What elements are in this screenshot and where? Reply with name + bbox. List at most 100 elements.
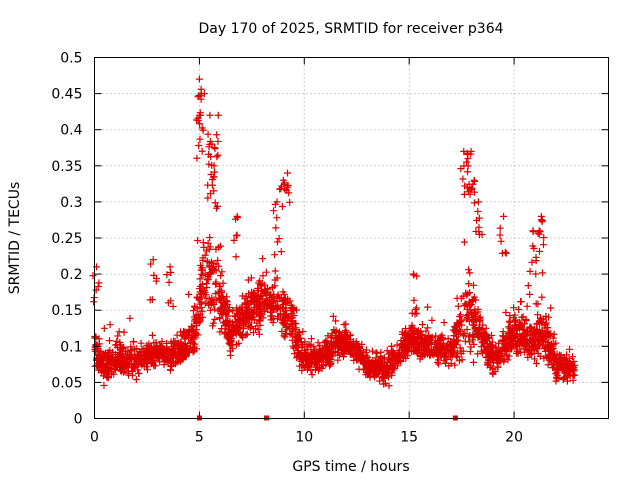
data-point	[262, 268, 270, 276]
data-point	[333, 349, 341, 357]
data-point	[526, 342, 534, 350]
data-point	[299, 328, 307, 336]
data-point	[408, 309, 416, 317]
data-point	[196, 300, 204, 308]
data-point	[164, 299, 172, 307]
data-point	[164, 348, 172, 356]
data-point	[214, 307, 222, 315]
data-point	[216, 328, 224, 336]
data-point	[89, 272, 97, 280]
data-point	[193, 154, 201, 162]
data-point	[390, 364, 398, 372]
data-point	[424, 324, 432, 332]
y-tick-label: 0	[74, 412, 83, 428]
data-point	[219, 279, 227, 287]
data-point	[100, 324, 108, 332]
data-point	[233, 231, 241, 239]
data-point	[545, 352, 553, 360]
data-point	[143, 363, 151, 371]
data-point	[485, 349, 493, 357]
data-point	[356, 343, 364, 351]
data-point	[203, 257, 211, 265]
data-point	[227, 336, 235, 344]
data-point	[496, 346, 504, 354]
data-point	[255, 330, 263, 338]
data-point	[380, 354, 388, 362]
data-point	[210, 173, 218, 181]
data-point	[149, 256, 157, 264]
data-point	[539, 315, 547, 323]
data-point	[344, 347, 352, 355]
data-point	[503, 351, 511, 359]
data-point	[150, 351, 158, 359]
data-point	[131, 350, 139, 358]
data-point	[545, 345, 553, 353]
data-point	[92, 341, 100, 349]
data-point	[553, 350, 561, 358]
data-point	[520, 341, 528, 349]
data-point	[544, 328, 552, 336]
data-point	[450, 332, 458, 340]
data-point	[496, 224, 504, 232]
data-point	[307, 335, 315, 343]
data-point	[125, 351, 133, 359]
data-point	[110, 370, 118, 378]
data-point	[329, 352, 337, 360]
data-point	[460, 147, 468, 155]
data-point	[517, 298, 525, 306]
data-point	[408, 325, 416, 333]
data-point	[169, 346, 177, 354]
data-point	[502, 249, 510, 257]
data-point	[239, 332, 247, 340]
data-point	[181, 329, 189, 337]
data-point	[470, 199, 478, 207]
y-tick-label: 0.25	[51, 231, 82, 247]
data-point	[410, 296, 418, 304]
data-point	[201, 288, 209, 296]
data-point	[286, 297, 294, 305]
data-point	[197, 90, 205, 98]
data-point	[140, 345, 148, 353]
data-point	[165, 278, 173, 286]
data-point	[312, 359, 320, 367]
data-point	[198, 124, 206, 132]
data-point	[215, 262, 223, 270]
data-point	[424, 332, 432, 340]
data-point	[537, 212, 545, 220]
data-point	[362, 349, 370, 357]
data-point	[285, 314, 293, 322]
data-point	[451, 347, 459, 355]
data-point	[314, 349, 322, 357]
data-point	[547, 341, 555, 349]
data-point	[310, 350, 318, 358]
data-point	[235, 339, 243, 347]
data-point	[427, 349, 435, 357]
data-point	[94, 350, 102, 358]
data-point	[203, 295, 211, 303]
data-point	[130, 338, 138, 346]
data-point	[423, 350, 431, 358]
data-point	[545, 313, 553, 321]
data-point	[202, 280, 210, 288]
data-point	[165, 350, 173, 358]
data-point	[225, 328, 233, 336]
data-point	[428, 333, 436, 341]
data-point	[471, 325, 479, 333]
data-point	[261, 290, 269, 298]
data-point	[492, 351, 500, 359]
data-point	[497, 237, 505, 245]
data-point	[152, 339, 160, 347]
data-point	[222, 330, 230, 338]
data-point	[216, 242, 224, 250]
data-point	[559, 376, 567, 384]
data-point	[114, 332, 122, 340]
data-point	[235, 311, 243, 319]
data-point	[245, 300, 253, 308]
data-point	[464, 150, 472, 158]
data-point	[362, 371, 370, 379]
data-point	[535, 247, 543, 255]
data-point	[536, 352, 544, 360]
data-point	[216, 314, 224, 322]
data-point	[384, 355, 392, 363]
